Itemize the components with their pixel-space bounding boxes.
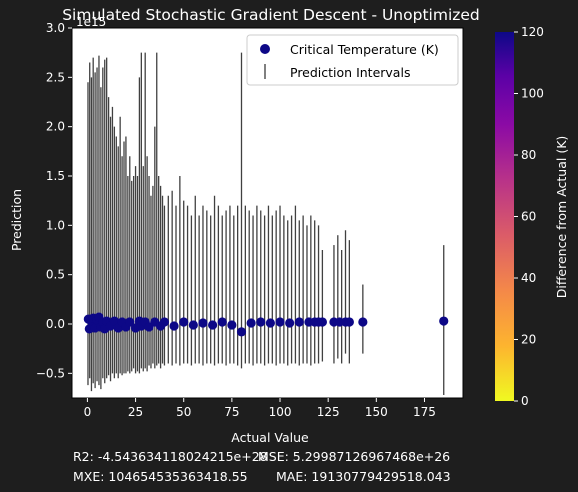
data-point xyxy=(285,318,295,328)
colorbar-label: Difference from Actual (K) xyxy=(554,136,569,299)
x-axis: 0 25 50 75 100 125 150 175 xyxy=(84,398,436,419)
colorbar-tick-label: 100 xyxy=(521,87,544,101)
x-tick-label: 75 xyxy=(224,405,239,419)
x-tick-label: 125 xyxy=(317,405,340,419)
data-point xyxy=(246,318,256,328)
colorbar-tick-label: 80 xyxy=(521,148,536,162)
colorbar-gradient xyxy=(495,32,514,401)
data-point xyxy=(344,317,354,327)
y-tick-label: 0.0 xyxy=(46,317,65,331)
data-point xyxy=(208,320,218,330)
data-point xyxy=(125,317,135,327)
colorbar-tick-label: 40 xyxy=(521,271,536,285)
data-point xyxy=(275,317,285,327)
data-point xyxy=(294,317,304,327)
x-tick-label: 100 xyxy=(269,405,292,419)
x-tick-label: 0 xyxy=(84,405,92,419)
data-point xyxy=(188,320,198,330)
y-tick-label: 2.5 xyxy=(46,70,65,84)
y-tick-label: −0.5 xyxy=(36,366,65,380)
y-tick-label: 1.0 xyxy=(46,218,65,232)
legend-box xyxy=(246,34,459,86)
stat-r2: R2: -4.543634118024215e+28 xyxy=(73,449,268,464)
colorbar-tick-label: 20 xyxy=(521,333,536,347)
stat-mae: MAE: 19130779429518.043 xyxy=(276,469,451,484)
y-tick-label: 0.5 xyxy=(46,268,65,282)
x-tick-label: 175 xyxy=(413,405,436,419)
chart-title: Simulated Stochastic Gradient Descent - … xyxy=(62,6,480,24)
x-tick-label: 50 xyxy=(176,405,191,419)
y-axis-label: Prediction xyxy=(9,189,24,251)
y-tick-label: 1.5 xyxy=(46,169,65,183)
x-tick-label: 150 xyxy=(365,405,388,419)
x-axis-label: Actual Value xyxy=(231,430,309,445)
colorbar-tick-label: 0 xyxy=(521,394,529,408)
data-point xyxy=(198,318,208,328)
y-scale-label: 1e15 xyxy=(76,15,106,29)
stat-mxe: MXE: 104654535363418.55 xyxy=(73,469,248,484)
data-point xyxy=(439,316,449,326)
legend-marker-points xyxy=(260,44,270,54)
data-point xyxy=(317,317,327,327)
data-point xyxy=(217,317,227,327)
colorbar-tick-label: 120 xyxy=(521,25,544,39)
data-point xyxy=(256,317,266,327)
x-tick-label: 25 xyxy=(128,405,143,419)
data-point xyxy=(109,316,119,326)
plot-frame xyxy=(71,27,464,399)
colorbar-ticks: 0 20 40 60 80 100 120 xyxy=(514,25,544,408)
data-point xyxy=(227,320,237,330)
legend-label-intervals: Prediction Intervals xyxy=(290,65,410,80)
stat-mse: MSE: 5.29987126967468e+26 xyxy=(258,449,451,464)
data-point xyxy=(358,317,368,327)
legend-label-points: Critical Temperature (K) xyxy=(290,42,439,57)
colorbar-tick-label: 60 xyxy=(521,210,536,224)
data-point xyxy=(169,321,179,331)
data-point xyxy=(159,317,170,327)
data-point xyxy=(265,318,275,328)
critical-temperature-points xyxy=(83,312,449,337)
legend: Critical Temperature (K) Prediction Inte… xyxy=(246,34,459,86)
colorbar: 0 20 40 60 80 100 120 Difference from Actual (… xyxy=(495,25,569,408)
data-point xyxy=(179,317,189,327)
data-point xyxy=(236,327,247,337)
y-axis: −0.5 0.0 0.5 1.0 1.5 2.0 2.5 3.0 xyxy=(36,21,72,380)
y-tick-label: 2.0 xyxy=(46,120,65,134)
y-tick-label: 3.0 xyxy=(46,21,65,35)
